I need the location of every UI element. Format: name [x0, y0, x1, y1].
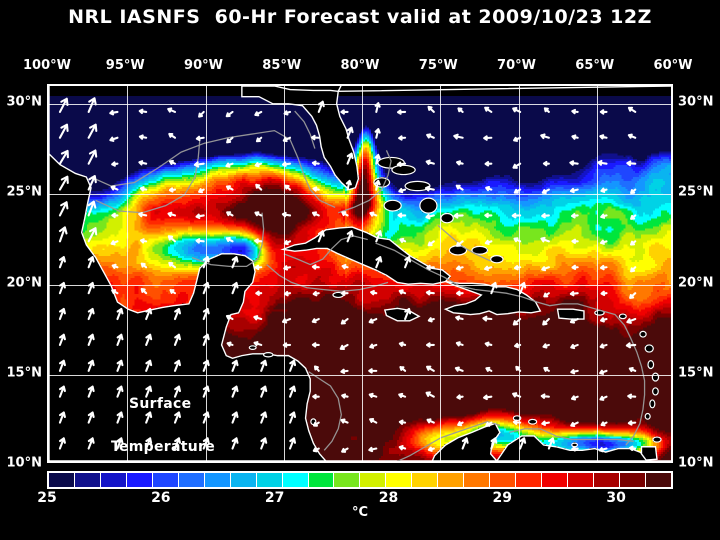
lat-tick-20n-left: 20°N [6, 275, 42, 291]
colorbar-cell-10 [308, 473, 334, 487]
surface-label: Surface [129, 396, 192, 412]
map-canvas[interactable]: Surface Temperature [47, 84, 673, 463]
lon-tick-70w: 70°W [497, 58, 536, 73]
graticule-meridian [362, 86, 363, 461]
colorbar-tick-25: 25 [37, 490, 57, 506]
colorbar-tick-27: 27 [264, 490, 285, 506]
graticule-meridian [596, 86, 598, 461]
colorbar-unit-label: °C [351, 505, 369, 520]
page-title: NRL IASNFS 60-Hr Forecast valid at 2009/… [68, 6, 652, 28]
colorbar-cell-9 [282, 473, 308, 487]
graticule-parallel [49, 284, 671, 286]
lat-tick-25n-left: 25°N [6, 184, 42, 200]
lat-tick-25n-right: 25°N [678, 184, 714, 200]
colorbar-cell-13 [386, 473, 412, 487]
colorbar-cell-17 [490, 473, 516, 487]
graticule-meridian [518, 86, 520, 461]
colorbar-cell-14 [412, 473, 438, 487]
colorbar-cell-22 [619, 473, 645, 487]
colorbar-cell-2 [100, 473, 126, 487]
colorbar-tick-26: 26 [151, 490, 171, 506]
lon-tick-85w: 85°W [262, 58, 302, 73]
lat-tick-30n-left: 30°N [6, 94, 42, 110]
lat-tick-15n-left: 15°N [6, 365, 42, 381]
graticule-meridian [205, 86, 207, 461]
colorbar-cell-12 [360, 473, 386, 487]
colorbar-cell-0 [49, 473, 74, 487]
lat-tick-10n-left: 10°N [6, 455, 42, 471]
current-vectors [58, 97, 637, 453]
colorbar-cell-6 [204, 473, 230, 487]
colorbar-cell-15 [438, 473, 464, 487]
colorbar-cell-19 [542, 473, 568, 487]
colorbar-cell-1 [74, 473, 100, 487]
lon-tick-80w: 80°W [340, 58, 380, 73]
lon-tick-75w: 75°W [418, 58, 458, 73]
graticule-meridian [127, 86, 129, 461]
colorbar-tick-29: 29 [492, 490, 513, 506]
lon-tick-60w: 60°W [653, 58, 693, 73]
temperature-label: Temperature [111, 439, 216, 455]
lon-tick-95w: 95°W [105, 58, 145, 73]
graticule-meridian [283, 86, 285, 461]
lon-tick-65w: 65°W [575, 58, 615, 73]
sst-raster [49, 86, 671, 461]
colorbar-cell-18 [516, 473, 542, 487]
colorbar-cell-20 [568, 473, 594, 487]
colorbar-cell-21 [594, 473, 619, 487]
colorbar-cell-3 [126, 473, 152, 487]
colorbar-tick-30: 30 [606, 490, 626, 506]
colorbar-cell-11 [334, 473, 360, 487]
graticule-parallel [49, 374, 671, 376]
lon-tick-90w: 90°W [184, 58, 223, 73]
colorbar-cell-7 [230, 473, 256, 487]
graticule-parallel [49, 104, 671, 106]
colorbar-cell-16 [464, 473, 490, 487]
lat-tick-20n-right: 20°N [678, 275, 714, 291]
lat-tick-15n-right: 15°N [678, 365, 714, 381]
colorbar-tick-28: 28 [378, 490, 399, 506]
lon-tick-100w: 100°W [23, 58, 71, 73]
colorbar-cell-8 [256, 473, 282, 487]
lat-tick-30n-right: 30°N [678, 94, 714, 110]
colorbar[interactable] [47, 471, 673, 489]
colorbar-cell-4 [152, 473, 178, 487]
graticule-meridian [440, 86, 442, 461]
colorbar-cell-23 [645, 473, 671, 487]
graticule-parallel [49, 194, 671, 196]
colorbar-cell-5 [178, 473, 204, 487]
lat-tick-10n-right: 10°N [678, 455, 714, 471]
